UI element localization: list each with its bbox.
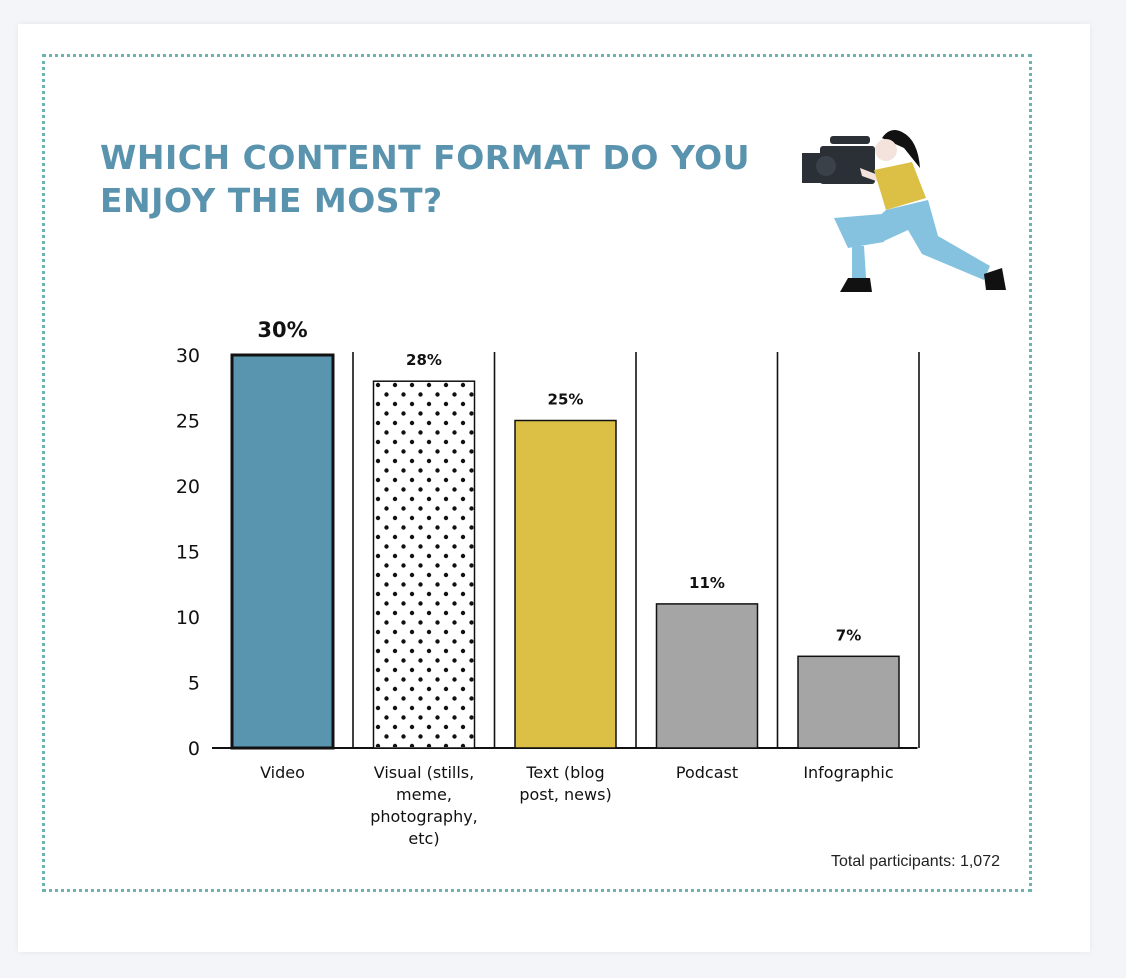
total-participants-note: Total participants: 1,072 (831, 853, 1000, 870)
y-tick-label: 5 (188, 673, 200, 695)
bar (655, 603, 759, 749)
bar-dot-pattern (374, 382, 474, 747)
dotted-frame (42, 54, 1032, 892)
category-label: Text (blog post, news) (519, 763, 611, 804)
bar (514, 419, 617, 749)
bar (230, 353, 335, 750)
y-tick-label: 0 (188, 738, 200, 760)
category-label: Podcast (676, 763, 738, 782)
bar-value-label: 11% (689, 574, 725, 592)
y-tick-label: 25 (176, 411, 200, 433)
category-label: Infographic (803, 763, 893, 782)
bar-value-label: 30% (257, 318, 307, 342)
y-tick-label: 20 (176, 476, 200, 498)
y-tick-label: 30 (176, 345, 200, 367)
chart-title: WHICH CONTENT FORMAT DO YOU ENJOY THE MO… (100, 138, 751, 220)
y-tick-label: 15 (176, 542, 200, 564)
bar-value-label: 25% (548, 391, 584, 409)
bar (797, 655, 900, 749)
category-label: Video (260, 763, 305, 782)
bar-value-label: 7% (836, 626, 861, 644)
bar-value-label: 28% (406, 351, 442, 369)
camera-operator-illustration (802, 130, 1006, 292)
category-label: Visual (stills, meme, photography, etc) (370, 763, 478, 848)
y-tick-label: 10 (176, 607, 200, 629)
